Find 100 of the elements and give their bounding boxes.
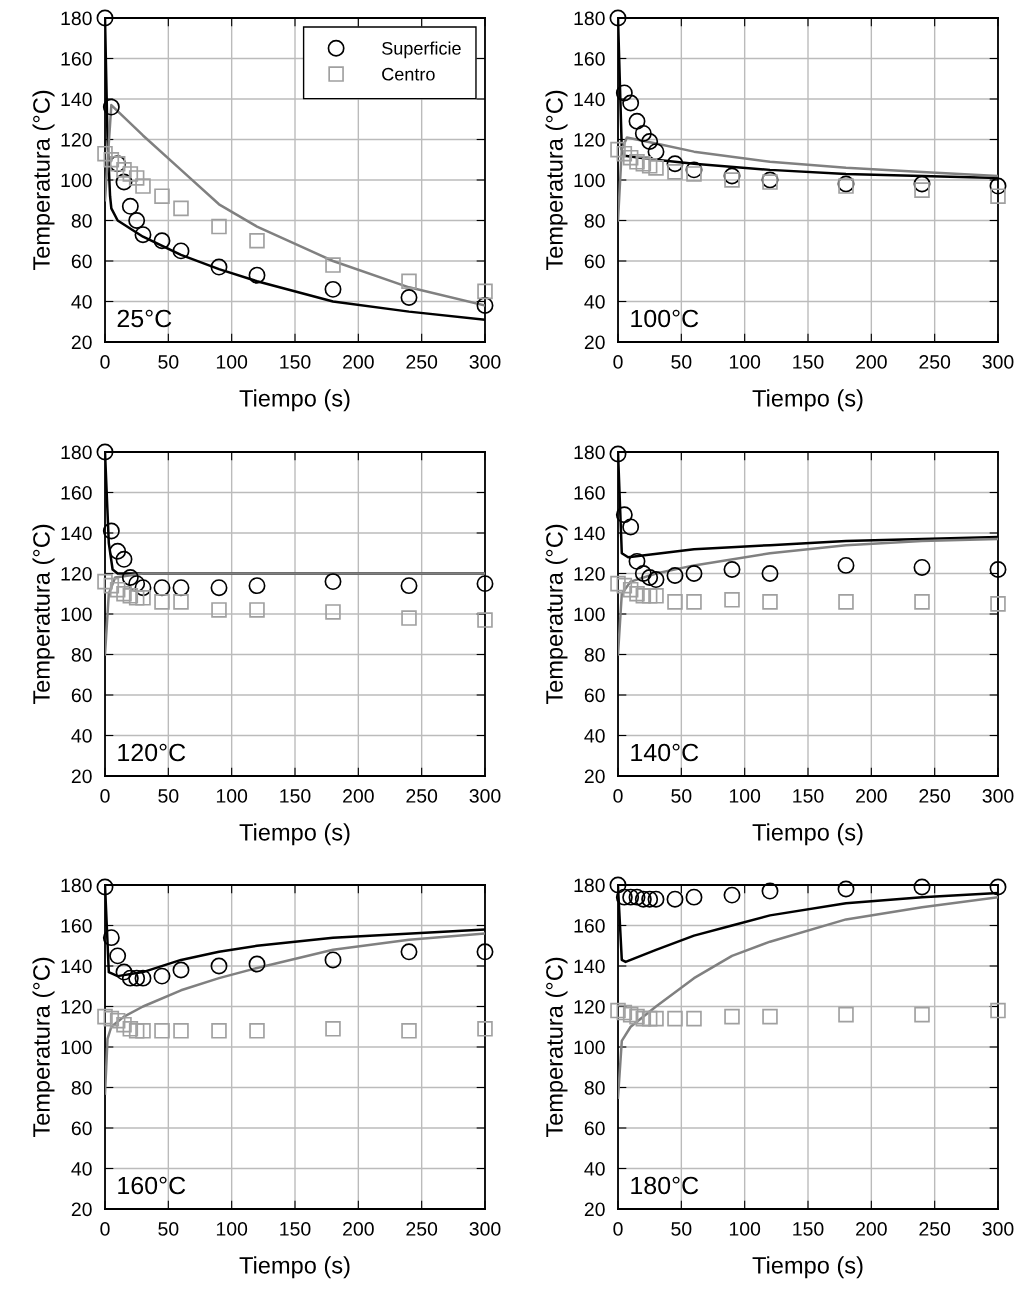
y-tick-label: 120: [61, 132, 92, 147]
x-tick-label: 50: [158, 1222, 179, 1236]
annotation: 120°C: [118, 743, 186, 762]
y-tick-label: 80: [71, 213, 92, 228]
y-axis-title: Temperatura (°C): [545, 957, 568, 1138]
y-tick-label: 140: [574, 526, 605, 541]
x-tick-label: 150: [793, 1222, 824, 1236]
annotation: 160°C: [118, 1176, 186, 1195]
x-tick-label: 50: [158, 789, 179, 803]
x-tick-label: 150: [793, 789, 824, 803]
y-tick-label: 40: [584, 1161, 605, 1176]
x-tick-label: 250: [406, 1222, 438, 1236]
x-tick-label: 150: [280, 355, 311, 369]
x-tick-label: 300: [982, 355, 1014, 369]
x-tick-label: 100: [729, 355, 761, 369]
x-tick-label: 250: [919, 1222, 951, 1236]
x-tick-label: 0: [100, 355, 110, 369]
y-tick-label: 80: [584, 213, 605, 228]
y-tick-label: 60: [584, 1121, 605, 1136]
y-tick-label: 140: [574, 959, 605, 974]
annotation: 180°C: [631, 1176, 699, 1195]
x-axis-title: Tiempo (s): [752, 389, 863, 412]
x-tick-label: 300: [469, 789, 501, 803]
y-tick-label: 40: [584, 294, 605, 309]
y-tick-label: 100: [574, 173, 605, 188]
x-tick-label: 200: [343, 355, 374, 369]
annotation: 25°C: [117, 309, 172, 328]
y-tick-label: 20: [584, 769, 605, 784]
x-tick-label: 300: [982, 1222, 1014, 1236]
y-tick-label: 80: [584, 1080, 605, 1095]
x-axis-title: Tiempo (s): [239, 389, 350, 412]
y-tick-label: 40: [71, 728, 92, 743]
y-tick-label: 160: [61, 51, 92, 66]
y-axis-title: Temperatura (°C): [545, 90, 568, 271]
x-tick-label: 250: [919, 355, 951, 369]
x-axis-title: Tiempo (s): [239, 1256, 350, 1279]
x-axis-title: Tiempo (s): [752, 1256, 863, 1279]
y-tick-label: 160: [574, 918, 605, 933]
y-tick-label: 180: [574, 878, 605, 893]
y-tick-label: 20: [71, 1202, 92, 1217]
x-tick-label: 150: [280, 1222, 311, 1236]
y-tick-label: 160: [574, 51, 605, 66]
x-tick-label: 200: [343, 789, 374, 803]
x-tick-label: 200: [856, 1222, 887, 1236]
x-tick-label: 0: [100, 1222, 110, 1236]
y-tick-label: 180: [61, 445, 92, 460]
y-tick-label: 20: [71, 335, 92, 350]
y-tick-label: 160: [61, 918, 92, 933]
x-tick-label: 100: [729, 789, 761, 803]
x-tick-label: 0: [613, 1222, 623, 1236]
x-tick-label: 100: [216, 789, 248, 803]
x-tick-label: 300: [469, 1222, 501, 1236]
y-tick-label: 120: [61, 999, 92, 1014]
x-tick-label: 50: [671, 1222, 692, 1236]
y-tick-label: 60: [71, 688, 92, 703]
y-tick-label: 60: [71, 254, 92, 269]
x-tick-label: 200: [343, 1222, 374, 1236]
x-tick-label: 50: [671, 355, 692, 369]
y-tick-label: 100: [574, 1040, 605, 1055]
y-tick-label: 100: [61, 607, 92, 622]
y-axis-title: Temperatura (°C): [32, 90, 55, 271]
y-tick-label: 180: [61, 878, 92, 893]
x-tick-label: 100: [216, 1222, 248, 1236]
y-tick-label: 140: [61, 959, 92, 974]
y-tick-label: 100: [574, 607, 605, 622]
y-tick-label: 60: [584, 688, 605, 703]
y-tick-label: 180: [61, 11, 92, 26]
y-tick-label: 140: [574, 92, 605, 107]
y-tick-label: 80: [584, 647, 605, 662]
y-tick-label: 20: [584, 335, 605, 350]
y-tick-label: 80: [71, 1080, 92, 1095]
x-tick-label: 0: [613, 355, 623, 369]
y-axis-title: Temperatura (°C): [545, 524, 568, 705]
y-tick-label: 60: [584, 254, 605, 269]
x-tick-label: 200: [856, 355, 887, 369]
y-tick-label: 40: [584, 728, 605, 743]
y-tick-label: 180: [574, 11, 605, 26]
y-tick-label: 140: [61, 526, 92, 541]
x-tick-label: 300: [982, 789, 1014, 803]
y-tick-label: 60: [71, 1121, 92, 1136]
annotation: 140°C: [631, 743, 699, 762]
legend-label: Centro: [382, 67, 435, 81]
y-axis-title: Temperatura (°C): [32, 524, 55, 705]
y-tick-label: 20: [584, 1202, 605, 1217]
y-tick-label: 120: [574, 132, 605, 147]
x-axis-title: Tiempo (s): [239, 823, 350, 846]
x-tick-label: 150: [280, 789, 311, 803]
x-tick-label: 50: [671, 789, 692, 803]
y-tick-label: 140: [61, 92, 92, 107]
y-tick-label: 120: [574, 566, 605, 581]
x-tick-label: 150: [793, 355, 824, 369]
x-tick-label: 50: [158, 355, 179, 369]
x-tick-label: 100: [729, 1222, 761, 1236]
x-tick-label: 0: [613, 789, 623, 803]
y-tick-label: 20: [71, 769, 92, 784]
legend-label: Superficie: [382, 41, 461, 59]
y-tick-label: 40: [71, 294, 92, 309]
y-axis-title: Temperatura (°C): [32, 957, 55, 1138]
x-tick-label: 250: [406, 355, 438, 369]
x-axis-title: Tiempo (s): [752, 823, 863, 846]
